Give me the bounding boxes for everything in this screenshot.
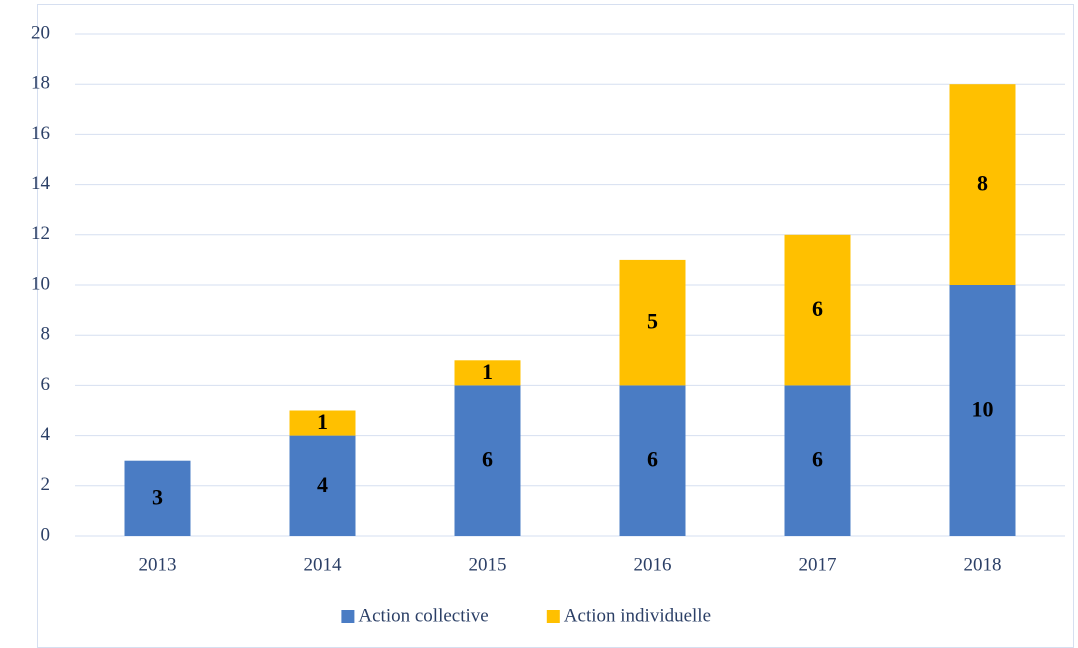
legend-label: Action collective bbox=[358, 605, 488, 626]
bar-segment bbox=[454, 360, 521, 386]
data-label: 4 bbox=[317, 472, 328, 497]
x-tick-label: 2018 bbox=[964, 554, 1002, 575]
y-tick-label: 20 bbox=[31, 22, 50, 43]
legend-swatch bbox=[341, 610, 355, 623]
y-tick-label: 14 bbox=[31, 173, 51, 194]
data-label: 6 bbox=[647, 447, 658, 472]
legend-label: Action individuelle bbox=[564, 605, 711, 626]
bar-segment bbox=[619, 259, 686, 386]
y-tick-label: 16 bbox=[31, 123, 50, 144]
data-label: 6 bbox=[812, 447, 823, 472]
y-tick-label: 4 bbox=[41, 424, 51, 445]
x-tick-label: 2016 bbox=[634, 554, 672, 575]
y-tick-label: 8 bbox=[41, 324, 51, 345]
bar-segment bbox=[949, 285, 1016, 536]
bar-segment bbox=[124, 460, 191, 536]
y-tick-label: 2 bbox=[41, 474, 51, 495]
bar-segment bbox=[289, 435, 356, 536]
x-tick-label: 2015 bbox=[469, 554, 507, 575]
legend-swatch bbox=[546, 610, 560, 623]
y-tick-label: 10 bbox=[31, 273, 50, 294]
data-label: 6 bbox=[812, 296, 823, 321]
data-label: 1 bbox=[482, 359, 493, 384]
data-label: 8 bbox=[977, 171, 988, 196]
y-tick-label: 6 bbox=[41, 374, 51, 395]
bar-segment bbox=[619, 385, 686, 536]
y-tick-label: 0 bbox=[41, 524, 51, 545]
bar-segment bbox=[949, 84, 1016, 285]
bar-segment bbox=[454, 385, 521, 536]
x-tick-label: 2017 bbox=[799, 554, 837, 575]
x-tick-label: 2013 bbox=[139, 554, 177, 575]
data-label: 10 bbox=[972, 397, 994, 422]
bar-segment bbox=[784, 234, 851, 386]
bar-segment bbox=[289, 410, 356, 436]
data-label: 3 bbox=[152, 484, 163, 509]
data-label: 6 bbox=[482, 447, 493, 472]
data-label: 1 bbox=[317, 409, 328, 434]
data-label: 5 bbox=[647, 309, 658, 334]
bar-segment bbox=[784, 385, 851, 536]
x-tick-label: 2014 bbox=[304, 554, 343, 575]
y-tick-label: 18 bbox=[31, 73, 50, 94]
chart-frame bbox=[37, 4, 1074, 648]
y-tick-label: 12 bbox=[31, 223, 50, 244]
